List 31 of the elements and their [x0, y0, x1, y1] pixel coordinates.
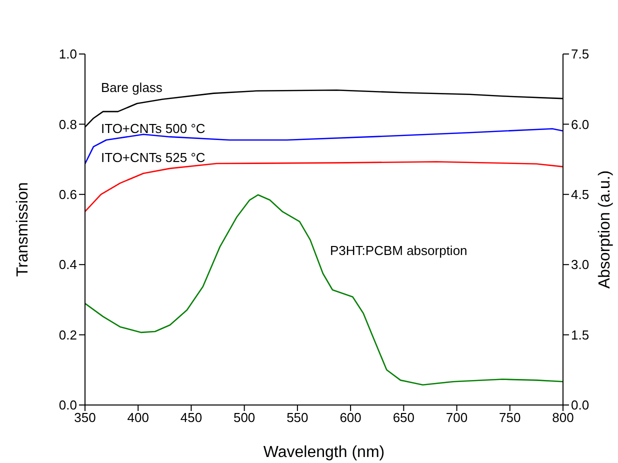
y-tick-label: 0.8 [58, 116, 77, 132]
x-tick-label: 500 [233, 410, 256, 426]
x-tick-label: 800 [552, 410, 574, 426]
y-tick-label: 0.2 [58, 327, 77, 342]
y2-tick-label: 3.0 [571, 257, 590, 272]
series-label: P3HT:PCBM absorption [330, 243, 468, 258]
x-tick-label: 350 [74, 410, 96, 426]
line-series [85, 161, 563, 212]
y-axis-title: Transmission [14, 182, 32, 277]
x-axis-title: Wavelength (nm) [263, 444, 385, 461]
y2-tick-label: 7.5 [571, 46, 590, 62]
y-tick-label: 0.4 [58, 257, 77, 272]
x-tick-label: 450 [180, 410, 202, 426]
y-tick-label: 0.6 [58, 187, 77, 202]
line-series [85, 194, 563, 386]
series-label: ITO+CNTs 525 °C [101, 150, 206, 165]
series-label: Bare glass [101, 80, 163, 95]
x-tick-label: 550 [286, 410, 308, 426]
x-tick-label: 400 [127, 410, 149, 426]
x-tick-label: 600 [340, 410, 362, 426]
y2-tick-label: 0.0 [571, 398, 590, 413]
x-tick-label: 700 [446, 410, 468, 426]
y2-tick-label: 1.5 [571, 327, 590, 342]
x-tick-label: 650 [392, 410, 415, 426]
x-tick-label: 750 [499, 410, 521, 426]
y2-tick-label: 4.5 [571, 187, 590, 202]
series-label: ITO+CNTs 500 °C [101, 121, 206, 136]
y2-axis-title: Absorption (a.u.) [596, 170, 614, 289]
y-tick-label: 0.0 [58, 398, 77, 413]
y2-tick-label: 6.0 [571, 116, 590, 132]
y-tick-label: 1.0 [58, 46, 77, 62]
